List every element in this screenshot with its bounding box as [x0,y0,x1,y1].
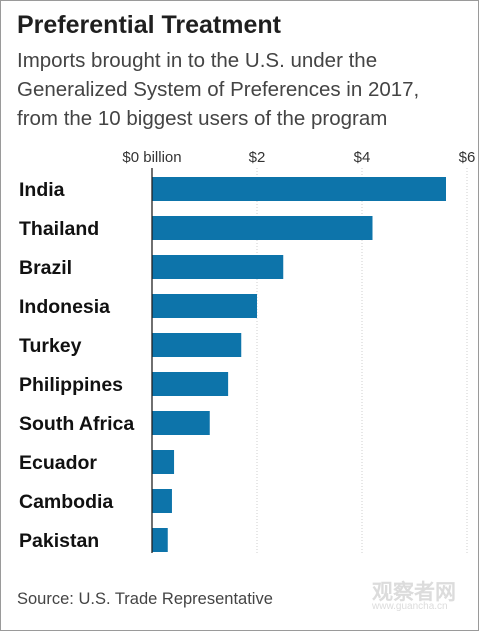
x-tick-label: $2 [249,149,266,166]
category-label: Turkey [19,335,82,357]
category-label: India [19,179,65,201]
bar [152,450,175,474]
bar [152,294,257,318]
watermark-url: www.guancha.cn [372,601,448,612]
x-tick-label: $6 [459,149,476,166]
category-label: Indonesia [19,296,110,318]
category-label: South Africa [19,413,134,435]
subtitle-line-2: Generalized System of Preferences in 201… [17,78,420,101]
source-note: Source: U.S. Trade Representative [17,590,273,608]
bar [152,255,284,279]
bar [152,411,210,435]
category-label: Thailand [19,218,99,240]
subtitle-line-3: from the 10 biggest users of the program [17,107,388,130]
chart-title: Preferential Treatment [17,11,281,39]
bar [152,489,172,513]
category-label: Brazil [19,257,72,279]
bar [152,177,446,201]
bar [152,372,229,396]
category-label: Philippines [19,374,123,396]
category-label: Pakistan [19,530,99,552]
bar [152,528,168,552]
x-tick-label: $0 billion [122,149,181,166]
x-tick-label: $4 [354,149,371,166]
category-label: Ecuador [19,452,97,474]
bar [152,216,373,240]
chart-subtitle: Imports brought in to the U.S. under the… [17,46,419,133]
subtitle-line-1: Imports brought in to the U.S. under the [17,49,378,72]
category-label: Cambodia [19,491,113,513]
watermark-logo: 观察者网 [372,581,456,604]
bar [152,333,242,357]
